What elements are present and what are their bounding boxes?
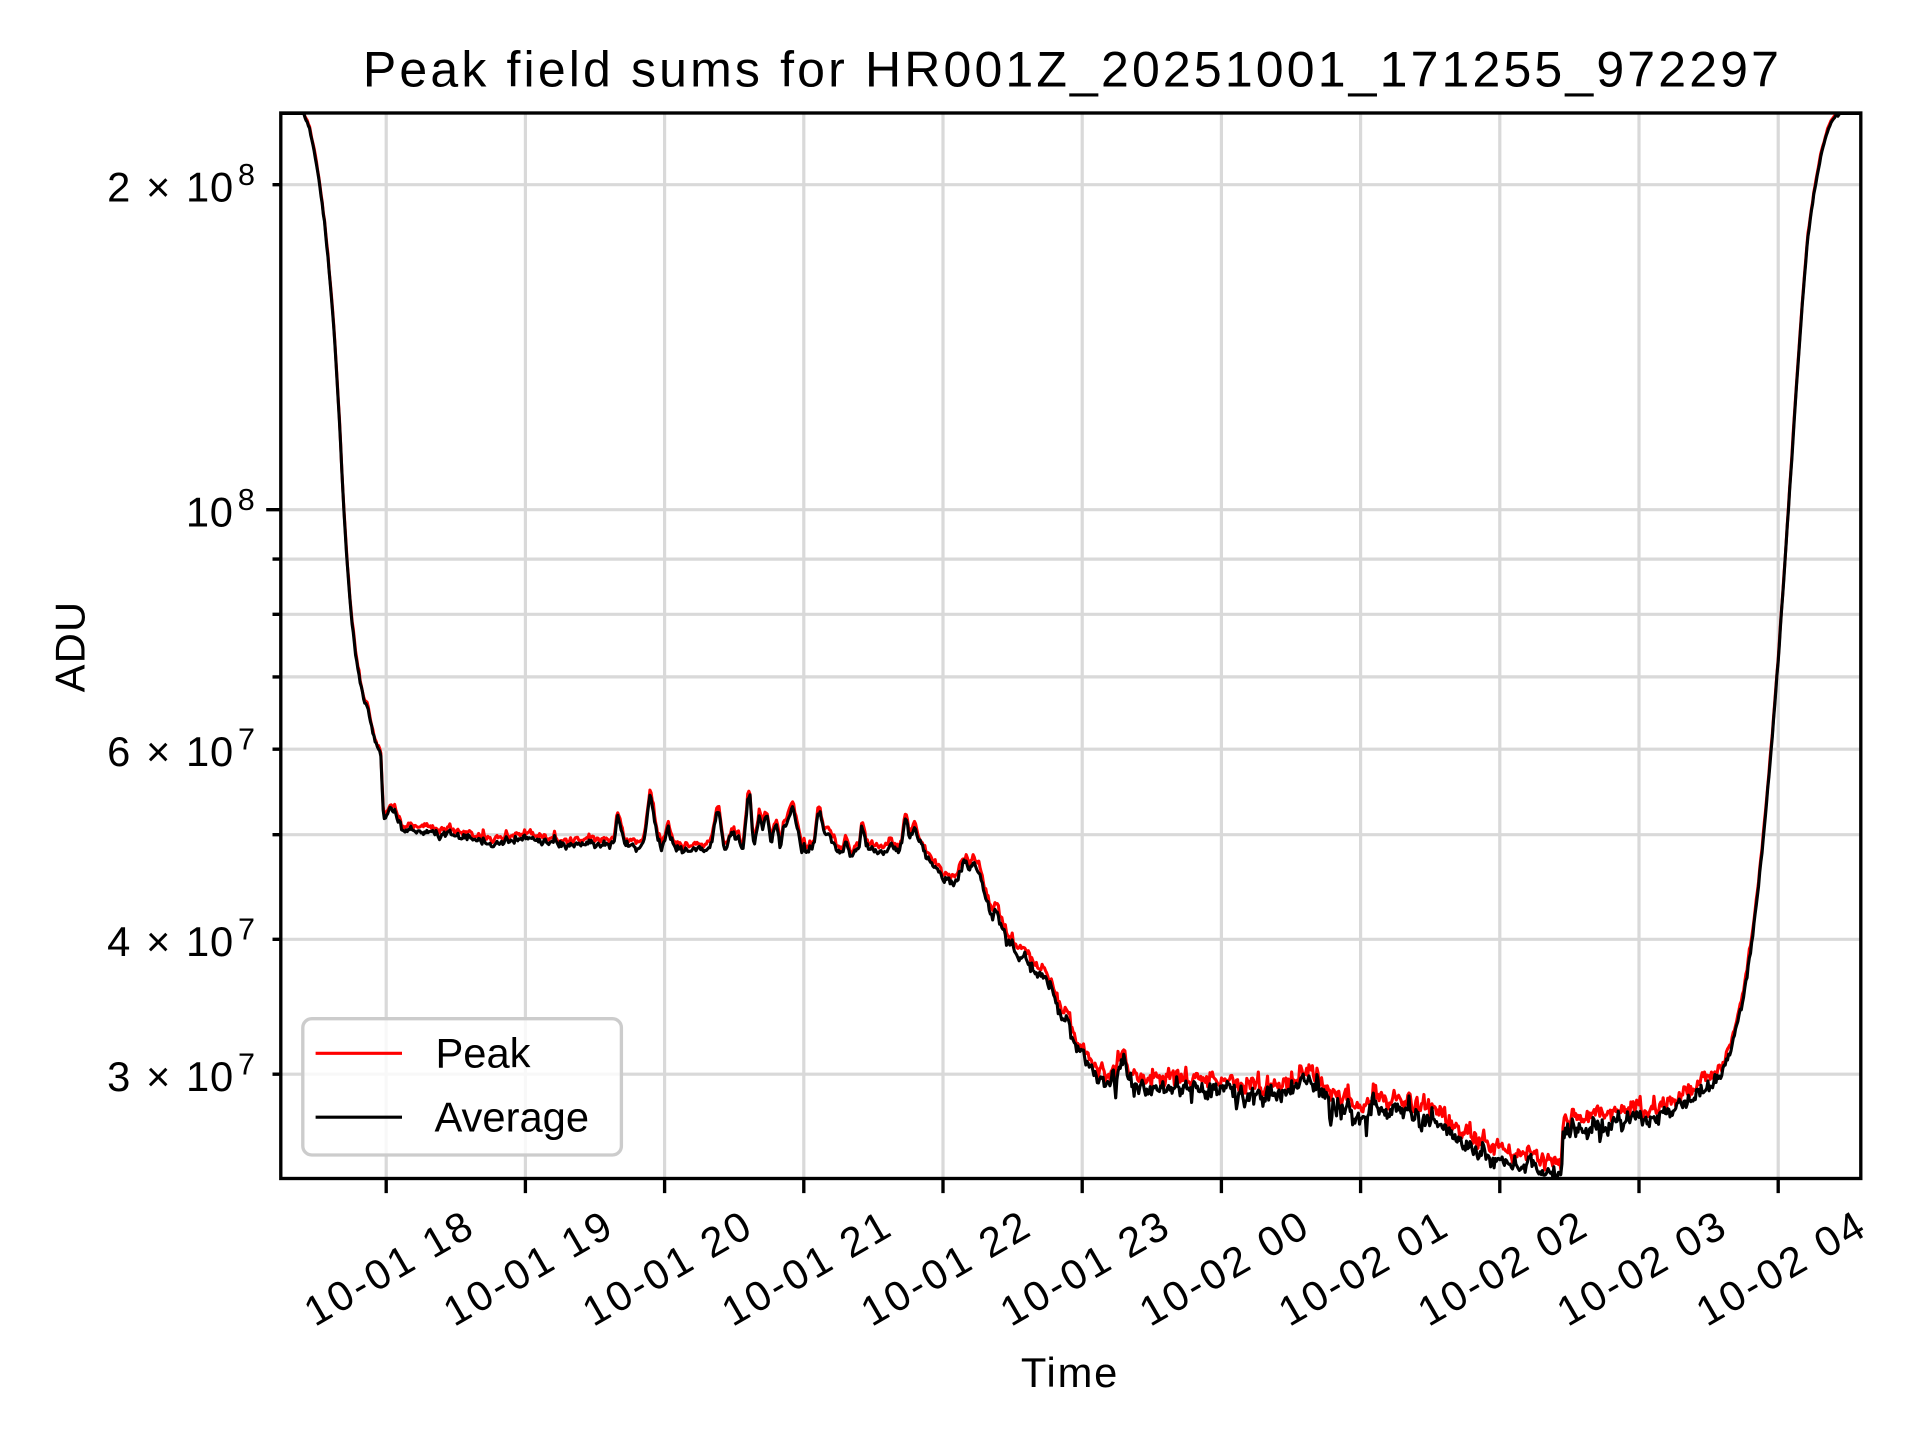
svg-text:8: 8 bbox=[238, 483, 255, 517]
svg-text:Peak field sums for HR001Z_202: Peak field sums for HR001Z_20251001_1712… bbox=[363, 42, 1782, 98]
svg-text:Peak: Peak bbox=[436, 1030, 531, 1077]
svg-text:3 × 10: 3 × 10 bbox=[107, 1053, 234, 1100]
svg-text:7: 7 bbox=[238, 1047, 255, 1081]
svg-text:Average: Average bbox=[435, 1093, 590, 1140]
svg-text:6 × 10: 6 × 10 bbox=[107, 728, 234, 775]
svg-text:Time: Time bbox=[1021, 1349, 1119, 1396]
svg-text:4 × 10: 4 × 10 bbox=[107, 918, 234, 965]
svg-text:10: 10 bbox=[186, 488, 234, 535]
svg-text:8: 8 bbox=[238, 158, 255, 192]
svg-text:2 × 10: 2 × 10 bbox=[107, 164, 234, 211]
svg-text:7: 7 bbox=[238, 722, 255, 756]
svg-text:7: 7 bbox=[238, 913, 255, 947]
svg-text:ADU: ADU bbox=[47, 601, 94, 693]
